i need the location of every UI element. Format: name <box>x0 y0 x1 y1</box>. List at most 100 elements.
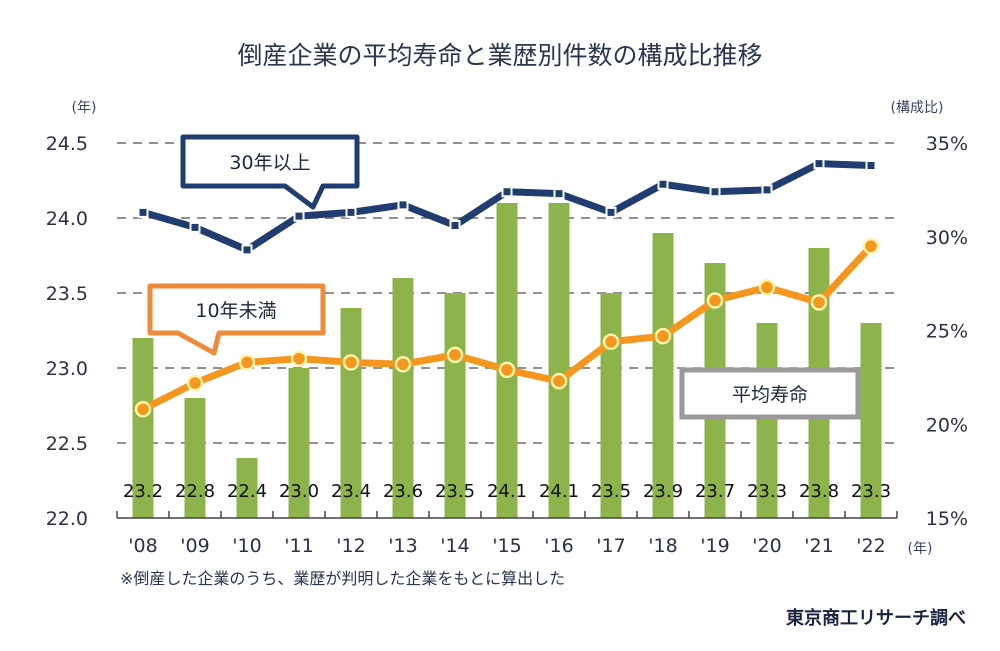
left-tick-label: 23.0 <box>46 358 88 380</box>
line-marker <box>758 279 776 296</box>
line-marker <box>810 294 828 311</box>
line-marker <box>501 186 513 198</box>
x-tick-label: '19 <box>700 535 729 557</box>
left-axis-unit: (年) <box>72 100 97 116</box>
line-marker <box>550 372 568 390</box>
x-tick-label: '15 <box>492 535 521 557</box>
data-label: 23.3 <box>747 481 787 502</box>
x-tick-label: '21 <box>804 535 833 557</box>
line-series <box>134 158 880 418</box>
line-marker <box>189 221 201 233</box>
callout-10-years-box <box>147 283 326 356</box>
callout-average-lifespan-box <box>679 367 861 420</box>
data-label: 23.3 <box>851 481 891 502</box>
line-marker <box>605 206 617 218</box>
x-tick-label: '13 <box>388 535 417 557</box>
bar <box>496 203 518 518</box>
x-tick-label: '18 <box>648 535 677 557</box>
data-label: 22.4 <box>227 481 267 502</box>
line-marker <box>657 178 669 190</box>
x-tick-label: '14 <box>440 535 469 557</box>
bar <box>860 323 882 518</box>
x-tick-label: '20 <box>752 535 781 557</box>
line-marker <box>342 354 360 371</box>
right-axis-unit: (構成比) <box>891 100 944 116</box>
right-tick-label: 35% <box>926 133 968 155</box>
callout-average-lifespan: 平均寿命 <box>679 367 861 420</box>
left-tick-label: 22.0 <box>46 508 88 530</box>
data-label: 23.0 <box>279 481 319 502</box>
line-marker <box>290 350 308 367</box>
bar <box>184 398 206 518</box>
line-marker <box>706 292 724 309</box>
bar <box>392 278 414 518</box>
line-marker <box>553 188 565 200</box>
data-label: 24.1 <box>539 481 579 502</box>
line-marker <box>186 374 204 392</box>
left-tick-label: 22.5 <box>46 433 88 455</box>
chart-title: 倒産企業の平均寿命と業歴別件数の構成比推移 <box>237 41 762 70</box>
right-axis: 15% 20% 25% 30% 35% <box>926 133 968 530</box>
bar <box>236 458 258 518</box>
bar <box>132 338 154 518</box>
line-marker <box>134 401 152 418</box>
data-label: 23.4 <box>331 481 371 502</box>
x-tick-label: '11 <box>284 535 313 557</box>
line-marker <box>602 333 620 350</box>
bar <box>548 203 570 518</box>
line-marker <box>498 361 516 379</box>
data-label: 23.9 <box>643 481 683 502</box>
x-tick-label: '22 <box>856 535 885 557</box>
line-marker <box>446 346 464 364</box>
x-tick-label: '09 <box>180 535 209 557</box>
data-label: 23.5 <box>591 481 631 502</box>
data-label: 24.1 <box>487 481 527 502</box>
line-series-30-years <box>137 158 877 256</box>
bar <box>288 368 310 518</box>
x-tick-label: '12 <box>336 535 365 557</box>
callout-30-years-label: 30年以上 <box>229 152 310 174</box>
line-marker <box>137 206 149 218</box>
line-marker <box>761 184 773 196</box>
data-label: 23.7 <box>695 481 735 502</box>
right-tick-label: 15% <box>926 508 968 530</box>
data-label: 23.6 <box>383 481 423 502</box>
callout-30-years: 30年以上 <box>180 134 360 210</box>
x-axis-unit: (年) <box>908 541 933 557</box>
left-tick-label: 24.5 <box>46 133 88 155</box>
line-marker <box>397 199 409 211</box>
line-marker <box>862 237 880 255</box>
line-marker <box>813 158 825 170</box>
right-tick-label: 25% <box>926 321 968 343</box>
line-marker <box>394 356 412 373</box>
callout-30-years-box <box>180 134 360 210</box>
right-tick-label: 30% <box>926 227 968 249</box>
data-labels: 23.2 22.8 22.4 23.0 23.4 23.6 23.5 24.1 24.1 23.5… <box>123 481 891 502</box>
left-axis: 22.0 22.5 23.0 23.5 24.0 24.5 <box>46 133 88 530</box>
line-series-10-years <box>134 237 880 418</box>
line-marker <box>238 354 256 371</box>
callout-10-years: 10年未満 <box>147 283 326 356</box>
line-marker <box>654 327 672 345</box>
x-tick-label: '17 <box>596 535 625 557</box>
line-marker <box>865 160 877 171</box>
data-label: 23.8 <box>799 481 839 502</box>
left-tick-label: 24.0 <box>46 208 88 230</box>
left-tick-label: 23.5 <box>46 283 88 305</box>
data-label: 22.8 <box>175 481 215 502</box>
line-marker <box>449 220 461 231</box>
footnote: ※倒産した企業のうち、業歴が判明した企業をもとに算出した <box>120 569 565 588</box>
source-credit: 東京商工リサーチ調べ <box>786 607 966 629</box>
callout-10-years-label: 10年未満 <box>195 300 276 322</box>
data-label: 23.5 <box>435 481 475 502</box>
line-marker <box>345 206 357 218</box>
bar <box>652 233 674 518</box>
x-tick-label: '08 <box>128 535 157 557</box>
callout-average-lifespan-label: 平均寿命 <box>732 384 808 406</box>
x-tick-label: '16 <box>544 535 573 557</box>
line-marker <box>709 186 721 198</box>
x-tick-label: '10 <box>232 535 261 557</box>
x-axis: '08 '09 '10 '11 '12 '13 '14 '15 '16 '17 '18 '19 '20 '… <box>116 511 898 557</box>
line-marker <box>241 244 253 256</box>
